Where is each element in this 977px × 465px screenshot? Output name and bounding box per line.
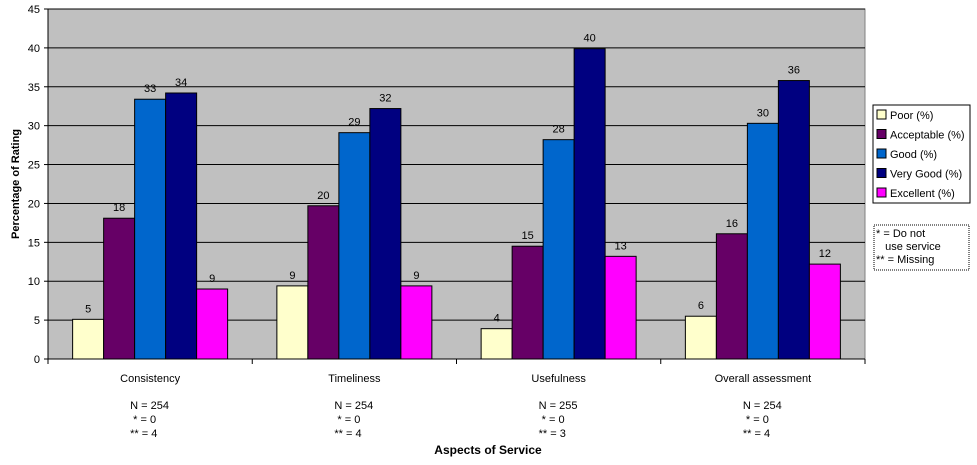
x-axis-title: Aspects of Service: [434, 443, 542, 457]
x-tick-label: Timeliness: [328, 373, 381, 385]
data-label: 33: [144, 83, 156, 95]
legend-label: Excellent (%): [890, 188, 955, 200]
bar: [400, 285, 433, 360]
data-label: 5: [85, 303, 91, 315]
data-label: 9: [289, 270, 295, 282]
data-label: 34: [175, 77, 187, 89]
bar: [165, 92, 198, 360]
category-note: ** = 3: [539, 428, 566, 440]
category-note: * = 0: [539, 414, 565, 426]
legend-swatch: [876, 129, 887, 139]
note-text: ** = Missing: [876, 254, 934, 266]
bar: [134, 98, 167, 360]
y-tick-label: 15: [28, 237, 40, 249]
data-label: 9: [413, 270, 419, 282]
category-note: * = 0: [334, 414, 360, 426]
y-tick-label: 25: [28, 160, 40, 172]
bar: [196, 288, 229, 360]
y-tick-label: 35: [28, 82, 40, 94]
category-note: N = 254: [130, 400, 169, 412]
data-label: 15: [522, 230, 534, 242]
note-box: [873, 224, 970, 271]
bar: [480, 328, 513, 360]
bar: [307, 205, 340, 360]
y-tick-label: 40: [28, 43, 40, 55]
data-label: 18: [113, 202, 125, 214]
bar: [715, 233, 748, 360]
y-tick-label: 45: [28, 4, 40, 16]
legend-label: Good (%): [890, 149, 937, 161]
legend-label: Acceptable (%): [890, 130, 965, 142]
y-tick-label: 10: [28, 276, 40, 288]
bar: [808, 263, 841, 360]
data-label: 32: [379, 93, 391, 105]
data-label: 36: [788, 65, 800, 77]
y-axis-title: Percentage of Rating: [10, 129, 22, 239]
data-label: 6: [698, 300, 704, 312]
bar: [542, 139, 575, 360]
data-label: 28: [553, 124, 565, 136]
data-label: 4: [494, 313, 500, 325]
legend-swatch: [876, 187, 887, 198]
note-text: * = Do not: [876, 228, 925, 240]
data-label: 40: [584, 33, 596, 45]
bar: [276, 285, 309, 360]
data-label: 30: [757, 107, 769, 119]
y-tick-label: 30: [28, 121, 40, 133]
y-tick-label: 20: [28, 198, 40, 210]
data-label: 16: [726, 218, 738, 230]
data-label: 12: [819, 248, 831, 260]
category-note: * = 0: [130, 414, 156, 426]
legend-swatch: [876, 148, 887, 159]
x-tick-label: Overall assessment: [715, 373, 812, 385]
data-label: 20: [317, 190, 329, 202]
category-note: ** = 4: [130, 428, 157, 440]
bar: [573, 48, 606, 360]
category-note: * = 0: [743, 414, 769, 426]
bar: [103, 217, 136, 360]
category-note: N = 254: [334, 400, 373, 412]
bar: [338, 132, 371, 360]
category-note: N = 255: [539, 400, 578, 412]
bar: [777, 80, 810, 360]
category-note: ** = 4: [743, 428, 770, 440]
x-tick-label: Consistency: [120, 373, 180, 385]
bar: [511, 245, 544, 360]
legend-swatch: [876, 109, 887, 120]
bar: [72, 318, 105, 360]
bar: [684, 315, 717, 360]
data-label: 29: [348, 117, 360, 129]
category-note: N = 254: [743, 400, 782, 412]
data-label: 9: [209, 273, 215, 285]
bar: [746, 122, 779, 360]
y-tick-label: 0: [34, 354, 40, 366]
bar: [604, 255, 637, 360]
bar: [369, 108, 402, 360]
y-tick-label: 5: [34, 315, 40, 327]
data-label: 13: [615, 240, 627, 252]
category-note: ** = 4: [334, 428, 361, 440]
note-text: use service: [876, 241, 941, 253]
legend: [872, 104, 971, 204]
x-tick-label: Usefulness: [531, 373, 586, 385]
legend-label: Very Good (%): [890, 169, 962, 181]
legend-label: Poor (%): [890, 110, 933, 122]
legend-swatch: [876, 168, 887, 178]
